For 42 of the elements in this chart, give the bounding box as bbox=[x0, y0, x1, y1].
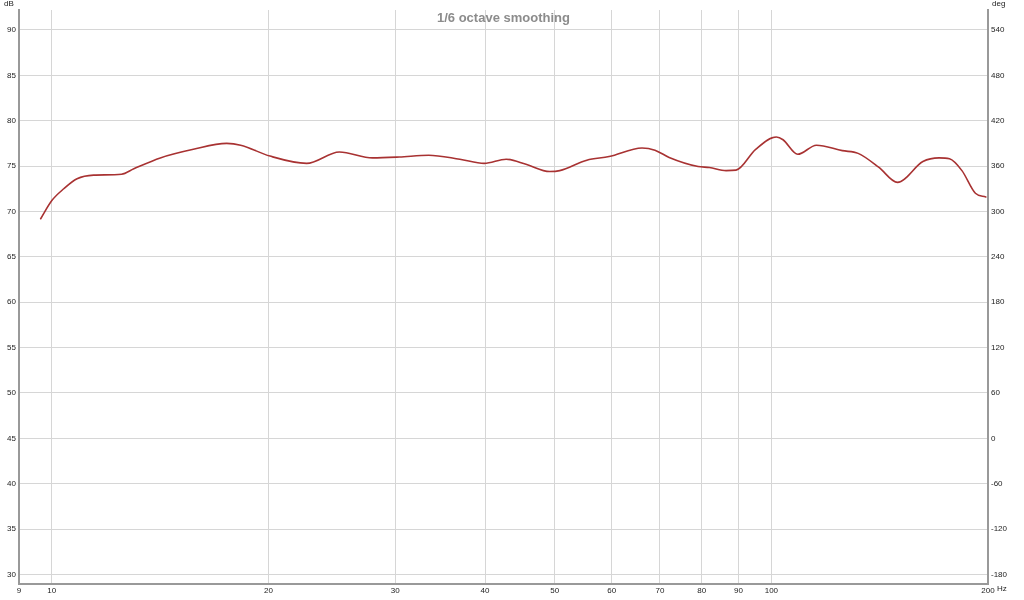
x-tick-label: 40 bbox=[480, 586, 491, 596]
y2-tick-label: 300 bbox=[990, 206, 1005, 216]
y2-tick-label: -180 bbox=[990, 569, 1008, 579]
x-tick-label: 60 bbox=[607, 586, 617, 596]
chart-title: 1/6 octave smoothing bbox=[436, 10, 570, 26]
y-tick-label: 85 bbox=[6, 70, 17, 80]
x-tick-label: 70 bbox=[655, 586, 665, 596]
y-tick-label: 35 bbox=[6, 524, 17, 534]
y-tick-label: 60 bbox=[6, 297, 17, 307]
x-tick-label: 80 bbox=[697, 586, 707, 596]
y2-tick-label: 180 bbox=[990, 297, 1005, 307]
x-tick-label: 10 bbox=[47, 586, 57, 596]
y-tick-label: 55 bbox=[6, 342, 17, 352]
x-tick-label: 20 bbox=[263, 586, 274, 596]
y2-tick-label: 420 bbox=[990, 115, 1005, 125]
y-tick-label: 70 bbox=[6, 206, 17, 216]
y-tick-label: 30 bbox=[6, 569, 17, 579]
y2-tick-label: 60 bbox=[990, 388, 1001, 398]
y2-tick-label: 240 bbox=[990, 252, 1005, 262]
y2-tick-label: 540 bbox=[990, 25, 1005, 35]
x-tick-label: 30 bbox=[390, 586, 401, 596]
y-tick-label: 90 bbox=[6, 25, 17, 35]
y2-tick-label: -60 bbox=[990, 478, 1004, 488]
y2-tick-label: -120 bbox=[990, 524, 1008, 534]
y-tick-label: 75 bbox=[6, 161, 17, 171]
x-tick-label: 90 bbox=[734, 586, 744, 596]
x-tick-label: 200 bbox=[981, 586, 996, 596]
y2-tick-label: 480 bbox=[990, 70, 1005, 80]
y-axis-title: dB bbox=[4, 0, 14, 9]
y2-tick-label: 360 bbox=[990, 161, 1005, 171]
x-tick-label: 100 bbox=[764, 586, 779, 596]
x-axis-title: Hz bbox=[996, 584, 1007, 594]
y-tick-label: 50 bbox=[6, 388, 17, 398]
y2-tick-label: 120 bbox=[990, 342, 1005, 352]
y-tick-label: 80 bbox=[6, 115, 17, 125]
y-tick-label: 45 bbox=[6, 433, 17, 443]
y-tick-label: 65 bbox=[6, 252, 17, 262]
y-tick-label: 40 bbox=[6, 478, 17, 488]
x-tick-label: 50 bbox=[550, 586, 560, 596]
y2-axis-title: deg bbox=[991, 0, 1006, 9]
y2-tick-label: 0 bbox=[990, 433, 996, 443]
x-tick-label: 9 bbox=[16, 586, 22, 596]
